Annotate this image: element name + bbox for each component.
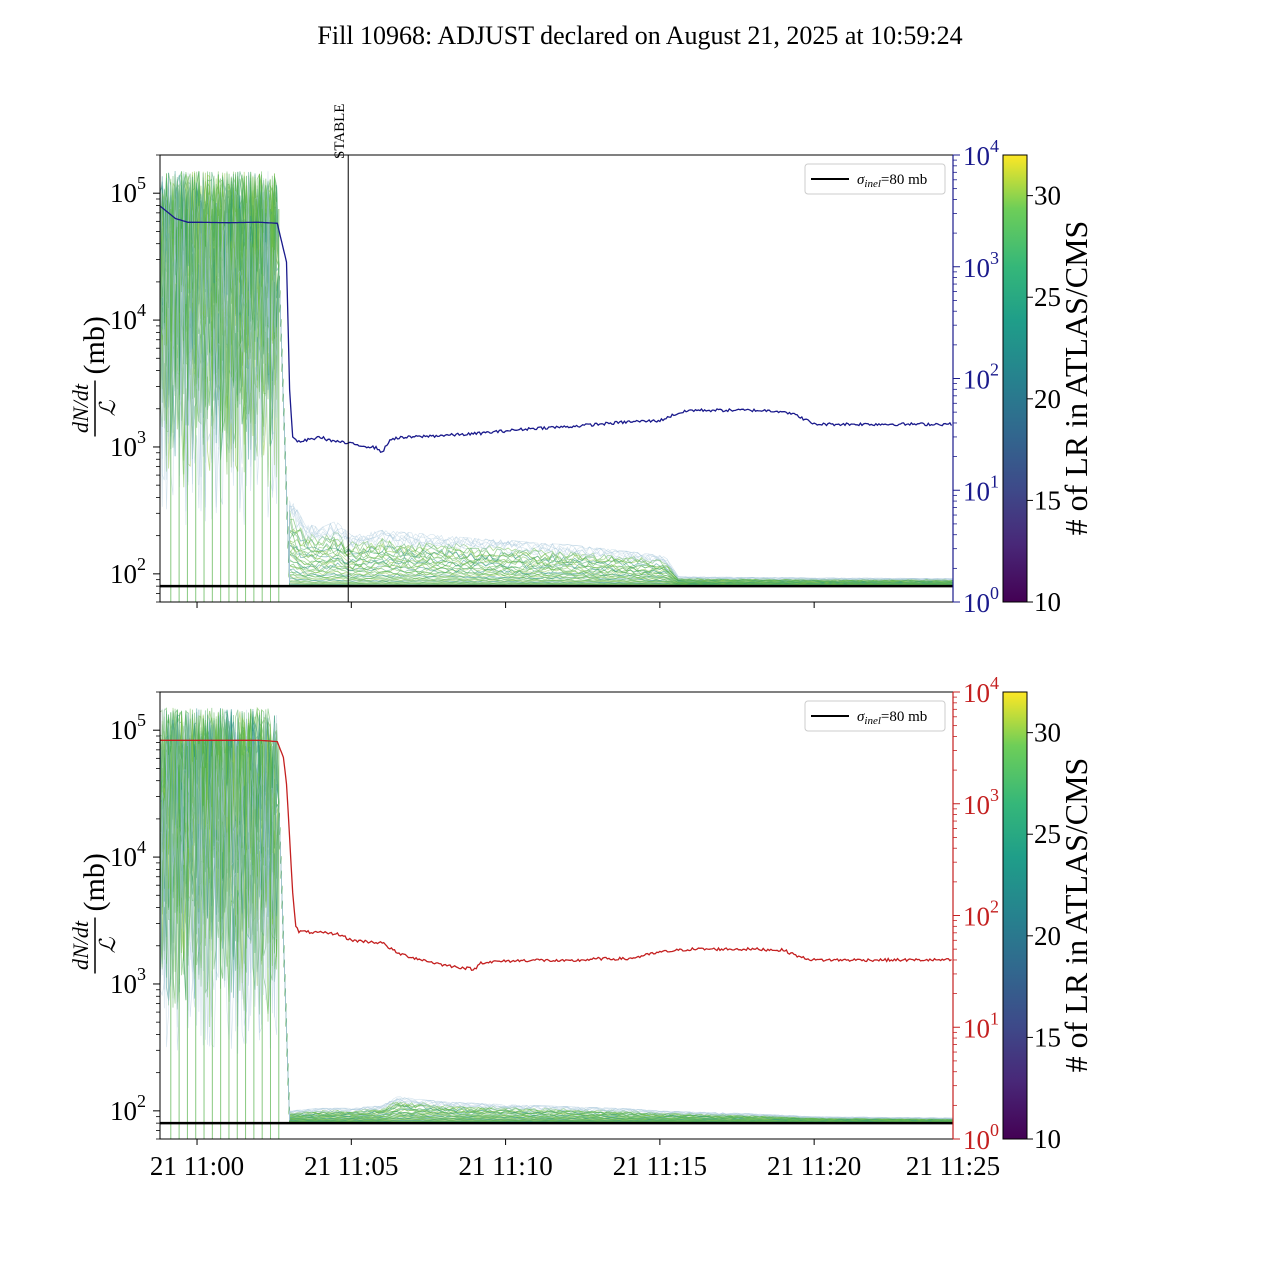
bottom-ylabel-denominator: ℒ [95,936,120,953]
bottom-colorbar-gradient [1002,691,1028,1140]
bottom-legend-box [804,700,946,732]
top-left-tick-label: 105 [110,173,146,208]
top-colorbar-label: # of LR in ATLAS/CMS [1058,221,1094,536]
top-right-series [160,205,953,453]
top-colorbar-tick-label: 10 [1034,587,1061,617]
top-x-ticks [196,602,815,608]
bottom-x-tick-label: 21 11:15 [613,1151,707,1181]
bottom-right-tick-label: 102 [963,897,999,932]
top-ylabel: dN/dt ℒ (mb) [68,316,120,437]
bottom-ylabel-numerator: dN/dt [68,920,93,970]
stable-label: STABLE [332,104,348,159]
top-left-tick-label: 103 [110,427,146,462]
bottom-legend: σinel=80 mb [804,700,946,732]
bottom-band-trace [160,711,953,1121]
top-left-ticks: 102 103 104 105 [110,154,160,603]
top-left-tick-label: 102 [110,554,146,589]
top-right-series-line [160,205,953,453]
top-right-ticks: 100 101 102 103 104 [952,136,999,618]
top-right-tick-label: 100 [963,583,999,618]
top-right-tick-label: 104 [963,136,999,171]
top-colorbar-tick-label: 30 [1034,181,1061,211]
bottom-colorbar-tick-label: 10 [1034,1124,1061,1154]
bottom-colorbar: 10 15 20 25 30 # of LR in ATLAS/CMS [1002,691,1094,1154]
bottom-right-tick-label: 104 [963,673,999,708]
top-panel: STABLE 102 103 104 105 100 101 102 103 104 dN/d… [68,104,999,618]
bottom-colorbar-tick-label: 15 [1034,1022,1061,1052]
top-band [160,170,953,602]
bottom-right-tick-label: 100 [963,1120,999,1155]
top-legend: σinel=80 mb [804,163,946,195]
bottom-left-tick-label: 105 [110,710,146,745]
bottom-ylabel: dN/dt ℒ (mb) [68,853,120,974]
bottom-right-tick-label: 103 [963,785,999,820]
bottom-left-tick-label: 103 [110,964,146,999]
bottom-colorbar-ticks: 10 15 20 25 30 [1027,718,1061,1154]
top-right-tick-label: 102 [963,360,999,395]
top-left-tick-label: 104 [110,300,146,335]
top-colorbar-tick-label: 20 [1034,384,1061,414]
bottom-left-ticks: 102 103 104 105 [110,691,160,1140]
bottom-right-series-line [160,739,952,972]
bottom-colorbar-tick-label: 25 [1034,819,1061,849]
bottom-right-ticks: 100 101 102 103 104 [952,673,999,1155]
bottom-right-tick-label: 101 [963,1008,999,1043]
bottom-x-tick-label: 21 11:25 [906,1151,1000,1181]
top-band-trace [160,175,953,584]
bottom-right-series [160,739,952,972]
bottom-left-tick-label: 102 [110,1091,146,1126]
bottom-band [160,706,953,1139]
bottom-colorbar-tick-label: 20 [1034,921,1061,951]
top-colorbar: 10 15 20 25 30 # of LR in ATLAS/CMS [1002,154,1094,617]
top-right-tick-label: 101 [963,471,999,506]
top-right-tick-label: 103 [963,248,999,283]
bottom-x-tick-label: 21 11:05 [304,1151,398,1181]
bottom-x-ticks: 21 11:00 21 11:05 21 11:10 21 11:15 21 11:20… [150,1139,1000,1181]
bottom-colorbar-tick-label: 30 [1034,718,1061,748]
bottom-ylabel-group: dN/dt ℒ (mb) [68,853,120,974]
bottom-colorbar-label: # of LR in ATLAS/CMS [1058,758,1094,1073]
top-ylabel-numerator: dN/dt [68,383,93,433]
bottom-legend-label: σinel=80 mb [857,709,927,727]
top-colorbar-tick-label: 25 [1034,282,1061,312]
top-colorbar-ticks: 10 15 20 25 30 [1027,181,1061,617]
top-legend-box [804,163,946,195]
top-colorbar-tick-label: 15 [1034,485,1061,515]
bottom-x-tick-label: 21 11:10 [458,1151,552,1181]
top-colorbar-gradient [1002,154,1028,603]
bottom-x-tick-label: 21 11:20 [767,1151,861,1181]
bottom-band-trace [160,714,953,1121]
top-band-trace [160,175,953,584]
bottom-ylabel-unit: (mb) [78,853,111,911]
top-band-trace [160,179,953,584]
top-legend-label: σinel=80 mb [857,172,927,190]
chart-title: Fill 10968: ADJUST declared on August 21… [317,21,962,50]
bottom-x-tick-label: 21 11:00 [150,1151,244,1181]
top-ylabel-group: dN/dt ℒ (mb) [68,316,120,437]
bottom-left-tick-label: 104 [110,837,146,872]
top-ylabel-unit: (mb) [78,316,111,374]
top-band-trace [160,171,953,584]
top-ylabel-denominator: ℒ [95,399,120,416]
top-stable-line: STABLE [332,104,349,602]
